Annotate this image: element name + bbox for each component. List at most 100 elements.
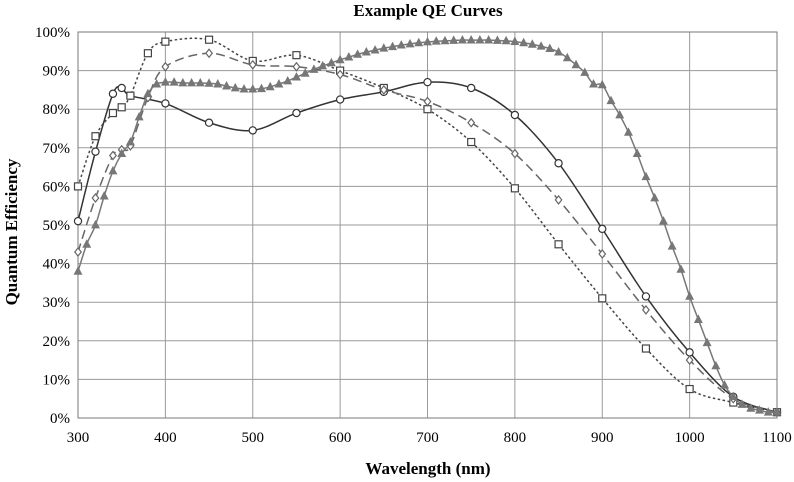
data-point-triangle [222,80,232,90]
y-tick-label: 40% [43,257,71,273]
data-point-diamond [685,355,694,366]
x-tick-label: 1000 [675,430,705,446]
data-point-diamond [161,61,170,72]
series-layer [73,35,782,418]
data-point-triangle [571,59,581,69]
data-point-triangle [650,192,660,202]
data-point-triangle [632,148,642,157]
y-tick-label: 80% [43,102,71,118]
data-point-diamond [336,69,345,80]
y-tick-label: 10% [43,372,71,388]
data-point-circle [117,83,126,93]
data-point-triangle [91,219,100,229]
data-point-circle [685,348,694,357]
data-point-triangle [353,49,363,58]
data-point-square [510,184,519,193]
data-point-square [73,182,83,191]
data-point-square [554,240,563,249]
data-point-triangle [536,41,546,50]
x-tick-label: 900 [591,430,614,446]
data-point-diamond [554,194,563,205]
data-point-triangle [449,35,459,44]
data-point-circle [641,292,651,301]
data-point-circle [466,83,476,93]
y-tick-label: 30% [43,295,71,311]
data-point-triangle [125,136,135,146]
x-tick-label: 600 [329,430,352,446]
data-point-triangle [589,79,598,88]
y-tick-label: 70% [43,141,71,157]
data-point-square [161,37,170,46]
data-point-triangle [388,41,398,51]
series-square-dotted [73,35,782,417]
data-point-triangle [763,407,773,416]
data-point-circle [510,110,520,120]
chart-title: Example QE Curves [353,1,503,20]
data-point-triangle [501,35,511,45]
data-point-diamond [108,150,117,161]
data-point-triangle [606,95,616,105]
data-point-triangle [746,403,756,412]
data-point-triangle [772,407,782,416]
data-point-square [467,137,476,147]
data-point-triangle [309,64,319,73]
x-tick-label: 1100 [762,430,791,446]
x-axis-label: Wavelength (nm) [365,459,490,478]
x-tick-label: 700 [416,430,439,446]
data-point-triangle [440,35,450,45]
data-point-triangle [676,264,686,273]
data-point-triangle [117,148,127,157]
y-tick-label: 50% [43,218,71,234]
data-point-triangle [685,291,695,300]
data-point-triangle [405,38,415,48]
x-tick-label: 400 [154,430,177,446]
data-point-square [126,91,135,100]
data-point-triangle [693,314,703,323]
data-point-triangle [623,127,633,136]
data-point-circle [598,224,607,234]
data-point-circle [248,126,257,135]
data-point-circle [423,77,432,87]
data-point-triangle [658,216,668,225]
data-point-triangle [492,35,502,44]
data-point-circle [335,95,345,104]
data-point-diamond [467,117,476,128]
data-point-triangle [318,60,328,70]
data-point-triangle [283,75,293,85]
y-tick-label: 20% [43,334,71,350]
data-point-diamond [510,148,519,159]
data-point-triangle [300,68,310,77]
data-point-triangle [423,36,432,46]
data-point-triangle [204,78,214,87]
data-point-triangle [195,77,205,87]
x-tick-label: 300 [67,430,90,446]
data-point-triangle [414,37,424,47]
data-point-circle [554,159,563,168]
data-point-diamond [91,193,100,203]
data-point-circle [73,216,83,226]
grid [77,31,778,419]
data-point-square [143,49,152,58]
data-point-triangle [396,40,406,49]
data-point-diamond [423,96,432,107]
data-point-triangle [475,35,485,44]
data-point-triangle [361,47,371,56]
y-tick-label: 0% [50,411,70,427]
data-point-triangle [248,84,258,93]
data-point-diamond [248,59,257,70]
data-point-triangle [484,35,494,44]
data-point-square [685,384,694,394]
data-point-triangle [344,52,354,61]
data-point-triangle [326,57,336,67]
data-point-triangle [527,39,537,48]
tick-labels: 0% 10% 20% 30% 40% 50% 60% 70% 80% 90% 100% 300 400 5… [35,25,792,446]
data-point-triangle [335,54,345,64]
data-point-triangle [667,241,677,250]
data-point-triangle [580,67,590,76]
data-point-triangle [554,47,564,56]
data-point-triangle [379,43,389,52]
data-point-triangle [152,79,162,88]
y-tick-label: 90% [43,64,71,80]
data-point-diamond [205,48,214,59]
data-point-triangle [274,79,284,88]
